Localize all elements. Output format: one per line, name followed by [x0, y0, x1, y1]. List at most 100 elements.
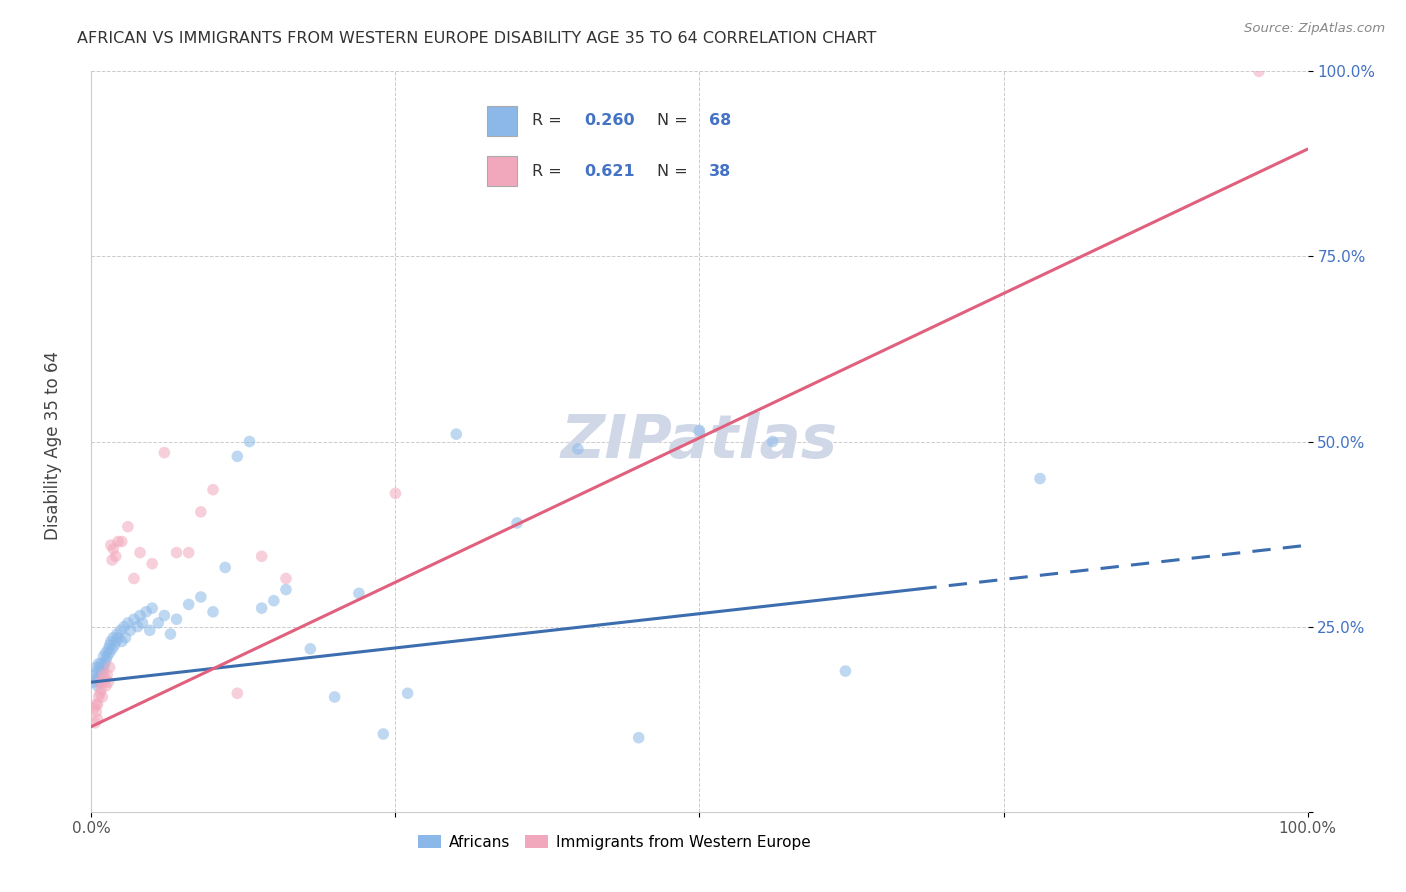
Point — [89, 660, 111, 674]
Point — [91, 664, 114, 678]
Point — [86, 664, 108, 678]
Text: Source: ZipAtlas.com: Source: ZipAtlas.com — [1244, 22, 1385, 36]
Point — [94, 657, 117, 671]
Point — [834, 664, 856, 678]
Point — [104, 549, 127, 564]
Point — [84, 667, 107, 681]
Point — [103, 631, 125, 645]
Point — [396, 686, 419, 700]
Point — [105, 627, 128, 641]
Point — [761, 434, 783, 449]
Point — [166, 612, 188, 626]
Point — [627, 731, 650, 745]
Point — [122, 612, 145, 626]
Point — [135, 605, 157, 619]
Point — [114, 631, 136, 645]
Point — [90, 657, 112, 671]
Legend: Africans, Immigrants from Western Europe: Africans, Immigrants from Western Europe — [412, 829, 817, 856]
Point — [83, 701, 105, 715]
Point — [263, 593, 285, 607]
Text: AFRICAN VS IMMIGRANTS FROM WESTERN EUROPE DISABILITY AGE 35 TO 64 CORRELATION CH: AFRICAN VS IMMIGRANTS FROM WESTERN EUROP… — [77, 31, 877, 46]
Point — [90, 667, 112, 681]
Point — [129, 608, 152, 623]
Point — [274, 572, 297, 586]
Point — [120, 624, 142, 638]
Point — [98, 638, 121, 652]
Point — [373, 727, 395, 741]
Point — [202, 605, 225, 619]
Point — [567, 442, 589, 456]
Point — [159, 627, 181, 641]
Point — [444, 427, 467, 442]
Point — [111, 634, 134, 648]
Point — [117, 615, 139, 630]
Point — [101, 641, 124, 656]
Point — [93, 660, 115, 674]
Point — [506, 516, 529, 530]
Point — [139, 624, 162, 638]
Point — [274, 582, 297, 597]
Point — [97, 675, 120, 690]
Point — [323, 690, 346, 704]
Point — [107, 631, 129, 645]
Text: Disability Age 35 to 64: Disability Age 35 to 64 — [45, 351, 62, 541]
Point — [96, 667, 118, 681]
Point — [91, 690, 114, 704]
Point — [87, 672, 110, 686]
Point — [87, 690, 110, 704]
Point — [226, 450, 249, 464]
Point — [250, 549, 273, 564]
Text: ZIPatlas: ZIPatlas — [561, 412, 838, 471]
Point — [103, 541, 125, 556]
Point — [84, 660, 107, 674]
Point — [166, 546, 188, 560]
Point — [103, 638, 125, 652]
Point — [84, 705, 107, 719]
Point — [93, 649, 115, 664]
Point — [93, 675, 115, 690]
Point — [250, 601, 273, 615]
Point — [202, 483, 225, 497]
Point — [93, 667, 115, 681]
Point — [107, 534, 129, 549]
Point — [122, 572, 145, 586]
Point — [86, 712, 108, 726]
Point — [384, 486, 406, 500]
Point — [89, 675, 111, 690]
Point — [1029, 471, 1052, 485]
Point — [104, 634, 127, 648]
Point — [98, 646, 121, 660]
Point — [688, 424, 710, 438]
Point — [153, 608, 176, 623]
Point — [94, 672, 117, 686]
Point — [83, 675, 105, 690]
Point — [177, 546, 200, 560]
Point — [131, 615, 153, 630]
Point — [127, 619, 149, 633]
Point — [112, 619, 135, 633]
Point — [1247, 64, 1270, 78]
Point — [86, 698, 108, 712]
Point — [190, 505, 212, 519]
Point — [141, 601, 163, 615]
Point — [97, 641, 120, 656]
Point — [299, 641, 322, 656]
Point — [84, 698, 107, 712]
Point — [87, 657, 110, 671]
Point — [101, 553, 124, 567]
Point — [89, 686, 111, 700]
Point — [89, 675, 111, 690]
Point — [238, 434, 260, 449]
Point — [110, 624, 132, 638]
Point — [86, 679, 108, 693]
Point — [141, 557, 163, 571]
Point — [94, 653, 117, 667]
Point — [111, 534, 134, 549]
Point — [214, 560, 236, 574]
Point — [84, 672, 107, 686]
Point — [226, 686, 249, 700]
Point — [100, 634, 122, 648]
Point — [177, 598, 200, 612]
Point — [96, 649, 118, 664]
Point — [94, 646, 117, 660]
